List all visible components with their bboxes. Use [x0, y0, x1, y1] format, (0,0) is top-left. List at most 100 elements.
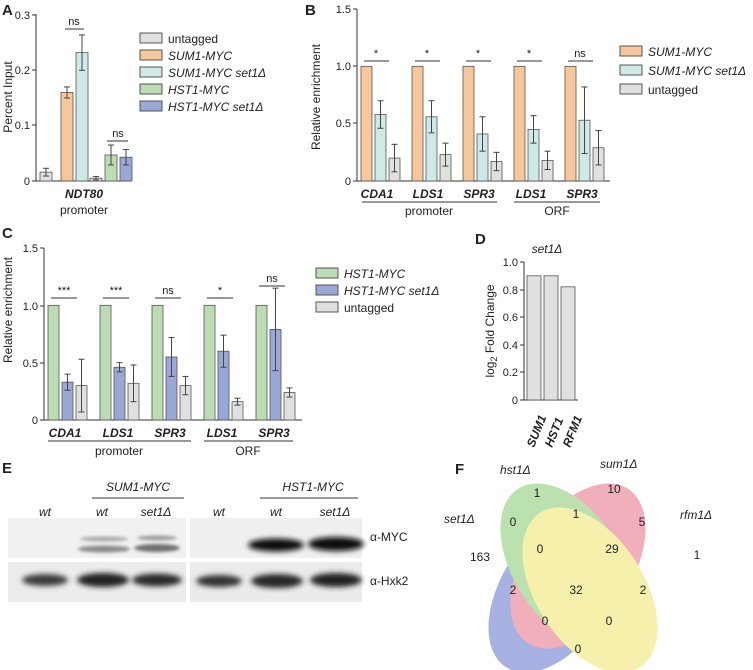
panel-a-label: A [2, 2, 13, 19]
legend-swatch [139, 32, 163, 44]
venn-count: 2 [640, 583, 647, 597]
legend-entry: SUM1-MYC set1Δ [648, 64, 746, 78]
panel-d-title: set1Δ [532, 242, 563, 256]
panel-c-sig-label: *** [110, 285, 124, 297]
panel-c-category: LDS1 [207, 426, 238, 440]
panel-d-ytick: 0.6 [503, 312, 518, 324]
bar [99, 304, 112, 421]
blot-lane-label: wt [39, 505, 52, 519]
blot-lane-label: set1Δ [320, 505, 351, 519]
venn-label-set1: set1Δ [444, 512, 475, 526]
panel-b-category: SPR3 [566, 187, 598, 201]
panel-c-group: promoter [95, 444, 143, 458]
panel-b-ytick: 1.5 [336, 4, 351, 16]
blot-band [134, 544, 180, 552]
blot-band [137, 535, 177, 541]
blot-band [80, 536, 128, 542]
venn-counts: 1 10 0 1 5 1 163 0 29 2 32 2 0 0 0 [470, 482, 701, 656]
bar [543, 275, 559, 401]
blot-lane-label: wt [96, 505, 109, 519]
panel-b-category: LDS1 [516, 187, 547, 201]
panel-a-ytick: 0.1 [15, 120, 30, 132]
panel-c-category: LDS1 [103, 426, 134, 440]
legend-swatch [619, 83, 643, 95]
panel-c-label: C [2, 225, 13, 242]
panel-b-sig-label: ns [574, 48, 586, 60]
panel-b-ylabel: Relative enrichment [309, 43, 323, 150]
panel-d-category: RFM1 [560, 413, 585, 449]
blot-band [132, 573, 182, 587]
panel-a-significance: ns ns [65, 16, 128, 142]
panel-c-ylabel: Relative enrichment [1, 256, 15, 363]
venn-label-rfm1: rfm1Δ [680, 508, 712, 522]
panel-a-legend: untagged SUM1-MYC SUM1-MYC set1Δ HST1-MY… [139, 32, 266, 114]
panel-a-category-sub: promoter [60, 203, 108, 217]
venn-count: 0 [510, 515, 517, 529]
panel-b-categories: CDA1 LDS1 SPR3 LDS1 SPR3 promoter ORF [361, 187, 600, 218]
venn-set-rfm1 [522, 507, 658, 670]
venn-count: 0 [606, 614, 613, 628]
panel-b: B Relative enrichment 0 0.5 1.0 1.5 * * … [305, 2, 746, 218]
legend-swatch [315, 301, 339, 313]
panel-c-ytick: 0 [32, 415, 38, 427]
bar [360, 65, 373, 182]
venn-count: 0 [575, 642, 582, 656]
panel-d-categories: SUM1 HST1 RFM1 [524, 413, 585, 449]
blot-band [248, 538, 304, 552]
venn-count: 0 [537, 542, 544, 556]
panel-f: F set1Δ hst1Δ sum1Δ rfm1Δ 1 10 0 1 5 1 1… [444, 457, 712, 670]
panel-b-category: CDA1 [361, 187, 394, 201]
venn-count: 2 [510, 583, 517, 597]
panel-b-group: ORF [544, 204, 569, 218]
blot-band [77, 573, 129, 587]
panel-c: C Relative enrichment 0 0.5 1.0 1.5 *** … [1, 225, 439, 458]
panel-c-bars [47, 287, 296, 421]
panel-b-ytick: 0.5 [336, 118, 351, 130]
venn-count: 1 [573, 507, 580, 521]
bar [203, 304, 216, 421]
legend-swatch [139, 49, 163, 61]
panel-b-group: promoter [405, 204, 453, 218]
blot-lane-label: wt [270, 505, 283, 519]
panel-d-ylabel-post: Fold Change [483, 284, 497, 356]
panel-b-category: LDS1 [413, 187, 444, 201]
venn-count: 5 [639, 515, 646, 529]
panel-e: E SUM1-MYC HST1-MYC wt wt set1Δ wt wt se… [2, 460, 409, 602]
blot-band [251, 574, 303, 588]
blot-band [308, 537, 364, 551]
panel-a-ytick: 0 [24, 176, 30, 188]
venn-count: 1 [534, 486, 541, 500]
panel-c-ytick: 0.5 [23, 358, 38, 370]
legend-swatch [619, 64, 643, 76]
panel-d-label: D [475, 231, 486, 248]
panel-d-ticks: 0 0.2 0.4 0.6 0.8 1.0 [503, 257, 524, 407]
legend-swatch [139, 83, 163, 95]
blot-header-hst1: HST1-MYC [282, 480, 344, 494]
panel-b-legend: SUM1-MYC SUM1-MYC set1Δ untagged [619, 45, 746, 97]
panel-b-ticks: 0 0.5 1.0 1.5 [336, 4, 357, 188]
panel-d-ytick: 0.2 [503, 367, 518, 379]
venn-label-sum1: sum1Δ [600, 457, 637, 471]
venn-count: 0 [542, 614, 549, 628]
venn-count: 10 [607, 482, 621, 496]
panel-c-sig-label: * [218, 285, 223, 297]
bar [60, 92, 74, 182]
legend-entry: SUM1-MYC set1Δ [168, 66, 266, 80]
bar [47, 304, 60, 421]
blot-band [196, 575, 242, 587]
panel-a: A Percent Input 0 0.1 0.2 0.3 ns ns NDT8… [1, 2, 266, 217]
panel-b-sig-label: * [476, 48, 481, 60]
panel-a-sig-label: ns [112, 128, 124, 140]
blot-header-sum1: SUM1-MYC [106, 480, 170, 494]
legend-entry: HST1-MYC [344, 267, 406, 281]
legend-swatch [315, 267, 339, 279]
panel-c-category: SPR3 [154, 426, 186, 440]
legend-swatch [139, 66, 163, 78]
panel-b-ytick: 0 [345, 176, 351, 188]
legend-entry: HST1-MYC [168, 83, 230, 97]
panel-d-ytick: 1.0 [503, 257, 518, 269]
bar [411, 65, 424, 182]
blot-band [22, 574, 68, 586]
legend-swatch [619, 45, 643, 57]
venn-count: 1 [694, 548, 701, 562]
